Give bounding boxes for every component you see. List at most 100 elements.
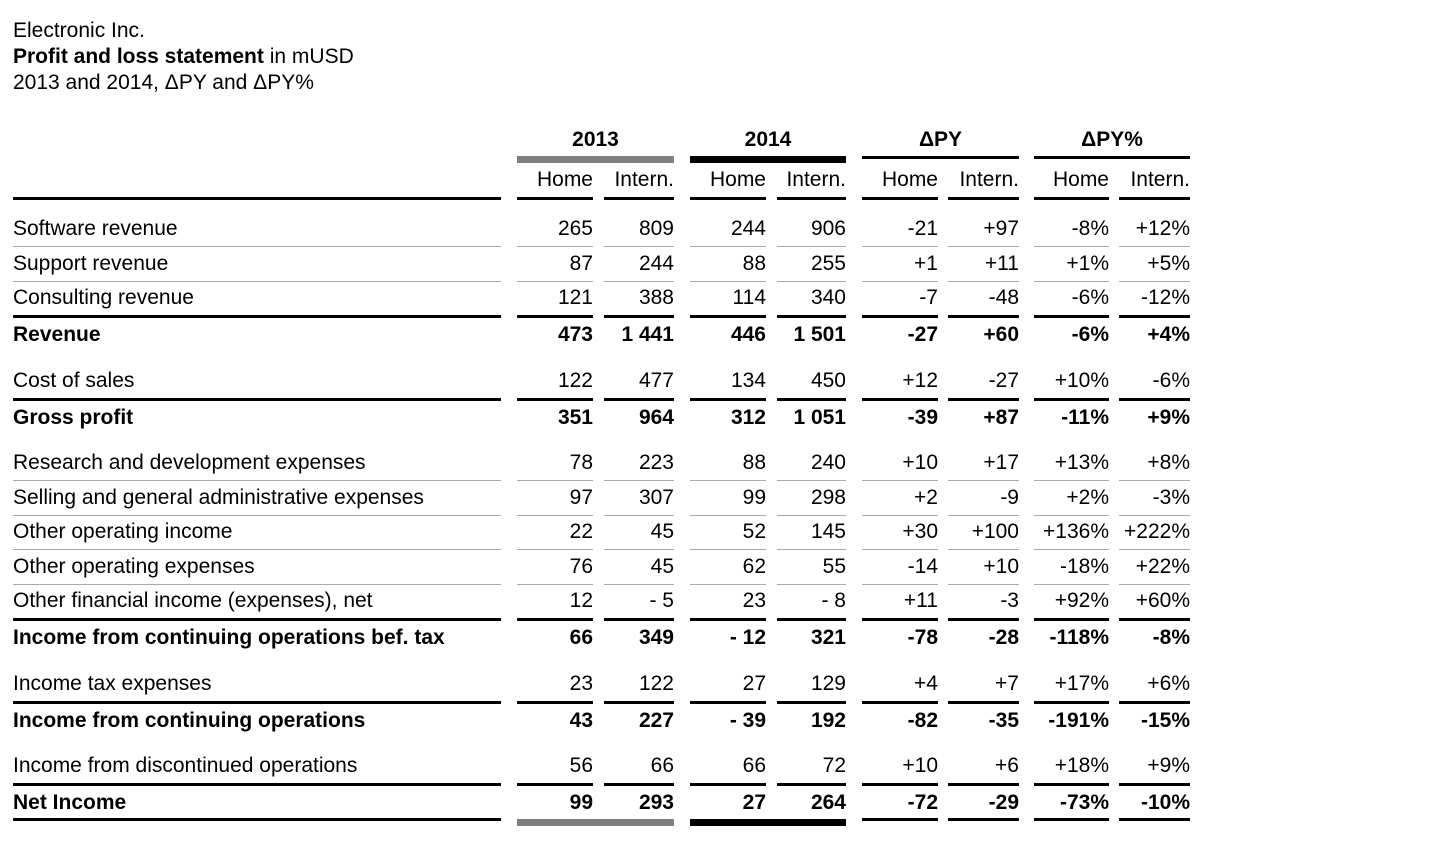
row-separator — [690, 480, 766, 481]
cell-value: -72 — [907, 791, 938, 814]
cell-value: +10 — [983, 555, 1019, 578]
subtotal-rule — [517, 315, 593, 318]
subtotal-rule — [1034, 315, 1109, 318]
cell-value: 244 — [730, 217, 766, 240]
row-label: Revenue — [13, 323, 101, 346]
cell-value: -118% — [1049, 626, 1109, 649]
subtotal-rule — [690, 398, 766, 401]
cell-value: +1 — [914, 252, 938, 275]
row-label: Software revenue — [13, 217, 178, 240]
row-separator — [948, 584, 1019, 585]
row-label: Other operating expenses — [13, 555, 255, 578]
cell-value: 88 — [742, 451, 766, 474]
subtotal-rule — [862, 618, 938, 621]
cell-value: -29 — [988, 791, 1019, 814]
row-separator — [777, 480, 846, 481]
cell-value: -8% — [1152, 626, 1190, 649]
cell-value: +6% — [1147, 672, 1190, 695]
cell-value: -3 — [1000, 589, 1019, 612]
row-label: Income from discontinued operations — [13, 754, 358, 777]
row-separator — [862, 549, 938, 550]
cell-value: 66 — [569, 626, 593, 649]
subtotal-rule — [604, 783, 674, 786]
cell-value: +222% — [1124, 520, 1190, 543]
row-separator — [777, 515, 846, 516]
cell-value: +97 — [983, 217, 1019, 240]
group-rule-dpy — [862, 156, 1019, 159]
cell-value: 66 — [650, 754, 674, 777]
subtotal-rule — [1034, 701, 1109, 704]
column-group-header: ΔPY — [918, 128, 963, 151]
row-separator — [517, 515, 593, 516]
cell-value: -78 — [907, 626, 938, 649]
cell-value: -82 — [907, 709, 938, 732]
subtotal-rule — [690, 315, 766, 318]
cell-value: +13% — [1054, 451, 1109, 474]
cell-value: 145 — [810, 520, 846, 543]
bottom-rule — [1034, 818, 1109, 821]
header-rule — [604, 197, 674, 200]
cell-value: -18% — [1059, 555, 1109, 578]
cell-value: 129 — [810, 672, 846, 695]
row-label: Cost of sales — [13, 369, 135, 392]
row-separator — [604, 549, 674, 550]
row-separator — [690, 281, 766, 282]
cell-value: 99 — [742, 486, 766, 509]
subtotal-rule — [1119, 783, 1190, 786]
row-label: Income from continuing operations — [13, 709, 366, 732]
report-title: Profit and loss statement in mUSD — [13, 44, 354, 70]
cell-value: +2% — [1066, 486, 1109, 509]
subtotal-rule — [777, 701, 846, 704]
cell-value: 473 — [557, 323, 593, 346]
subtotal-rule-label — [13, 783, 501, 786]
cell-value: -73% — [1059, 791, 1109, 814]
cell-value: 43 — [569, 709, 593, 732]
row-separator — [862, 515, 938, 516]
row-label: Other operating income — [13, 520, 233, 543]
header-rule — [777, 197, 846, 200]
cell-value: +136% — [1043, 520, 1109, 543]
column-subheader: Home — [1052, 168, 1109, 191]
cell-value: -14 — [907, 555, 938, 578]
cell-value: 349 — [638, 626, 674, 649]
cell-value: +2 — [914, 486, 938, 509]
cell-value: -27 — [907, 323, 938, 346]
cell-value: +60% — [1135, 589, 1190, 612]
column-subheader: Intern. — [959, 168, 1019, 191]
cell-value: +100 — [971, 520, 1019, 543]
subtotal-rule — [777, 618, 846, 621]
cell-value: 78 — [569, 451, 593, 474]
cell-value: 45 — [650, 555, 674, 578]
row-separator — [1119, 480, 1190, 481]
row-separator — [862, 584, 938, 585]
row-label: Net Income — [13, 791, 127, 814]
subtotal-rule — [1034, 783, 1109, 786]
row-separator — [1119, 246, 1190, 247]
cell-value: 87 — [569, 252, 593, 275]
subtotal-rule — [862, 783, 938, 786]
cell-value: +7 — [995, 672, 1019, 695]
row-separator — [1119, 584, 1190, 585]
cell-value: 240 — [810, 451, 846, 474]
cell-value: 122 — [557, 369, 593, 392]
subtotal-rule — [948, 315, 1019, 318]
cell-value: 72 — [822, 754, 846, 777]
cell-value: 52 — [742, 520, 766, 543]
cell-value: 88 — [742, 252, 766, 275]
cell-value: 76 — [569, 555, 593, 578]
row-separator — [862, 246, 938, 247]
cell-value: 66 — [742, 754, 766, 777]
row-separator — [604, 281, 674, 282]
cell-value: 114 — [732, 286, 766, 309]
bottom-bar-2013 — [517, 819, 674, 826]
row-separator — [1034, 515, 1109, 516]
row-separator — [517, 246, 593, 247]
header-rule — [517, 197, 593, 200]
column-subheader: Home — [881, 168, 938, 191]
subtotal-rule — [777, 783, 846, 786]
subtotal-rule — [777, 398, 846, 401]
cell-value: +11 — [903, 589, 938, 612]
header-rule-label — [13, 197, 501, 200]
row-label: Gross profit — [13, 406, 134, 429]
cell-value: - 5 — [649, 589, 674, 612]
